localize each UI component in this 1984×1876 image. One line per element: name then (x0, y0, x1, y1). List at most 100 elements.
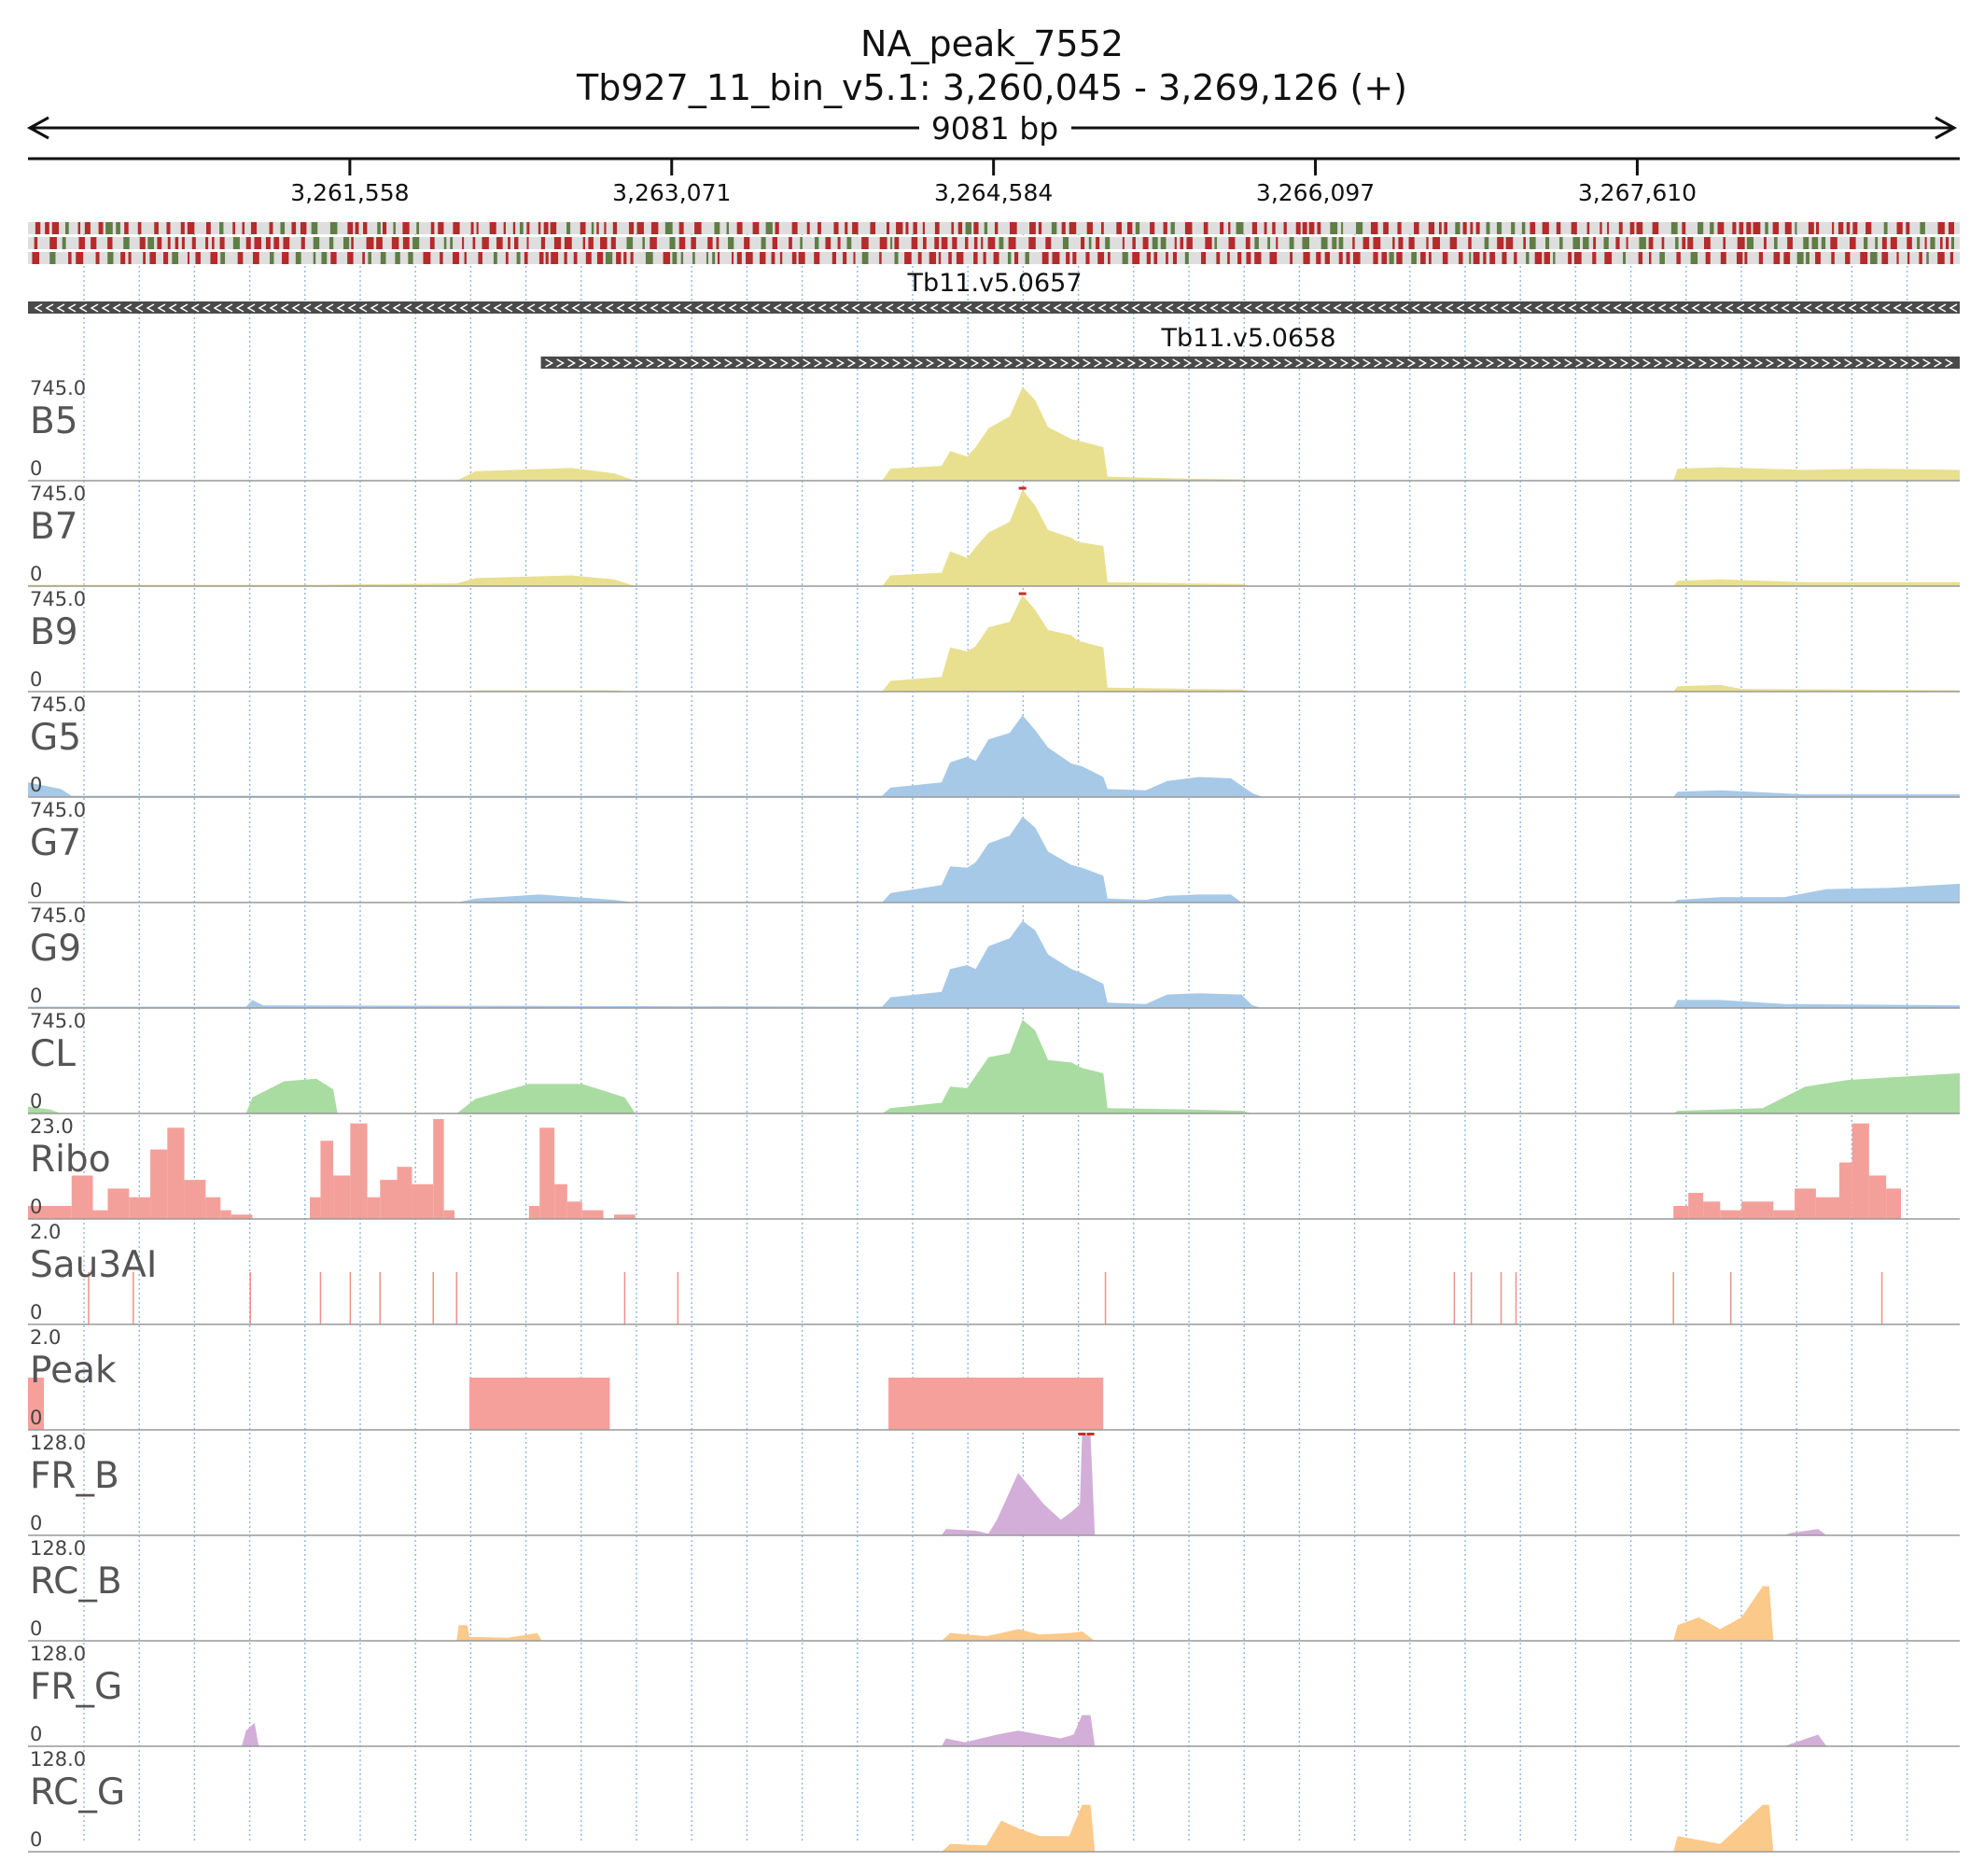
sequence-mark (1186, 237, 1193, 249)
gene-strand-chevron (1344, 303, 1353, 313)
gene-strand-chevron (907, 303, 916, 313)
sequence-mark (994, 222, 999, 234)
gene-strand-chevron (1400, 303, 1409, 313)
sequence-mark (917, 252, 922, 264)
gene-strand-chevron (1523, 303, 1532, 313)
gene-strand-chevron (504, 303, 513, 313)
track-bar (320, 1141, 334, 1219)
sequence-mark (1085, 252, 1090, 264)
sequence-mark (219, 222, 224, 234)
sequence-mark (524, 252, 528, 264)
sequence-mark (650, 222, 659, 234)
gene-strand-chevron (1822, 358, 1831, 368)
gene-strand-chevron (885, 303, 894, 313)
sequence-mark (282, 252, 289, 264)
gene-strand-chevron (556, 358, 566, 368)
gene-strand-chevron (1792, 303, 1801, 313)
track-g7: 745.0 0 G7 (28, 799, 1960, 903)
gene-strand-chevron (638, 303, 648, 313)
sequence-mark (1852, 222, 1858, 234)
sequence-mark (1705, 252, 1711, 264)
gene-strand-chevron (1687, 358, 1697, 368)
peak-region (28, 1378, 45, 1430)
gene-strand-chevron (1579, 303, 1588, 313)
track-ymax-label: 2.0 (30, 1326, 61, 1349)
sequence-mark (1571, 222, 1577, 234)
sequence-mark (1649, 252, 1652, 264)
gene-strand-chevron (515, 303, 524, 313)
gene-strand-chevron (870, 358, 879, 368)
sequence-mark (1746, 237, 1754, 249)
sequence-mark (157, 237, 162, 249)
sequence-mark (526, 237, 529, 249)
sequence-mark (1069, 222, 1077, 234)
gene-strand-chevron (1265, 303, 1275, 313)
gene-strand-chevron (202, 303, 211, 313)
gene-strand-chevron (190, 303, 200, 313)
sequence-mark (1784, 222, 1792, 234)
gene-strand-chevron (1646, 303, 1656, 313)
sequence-mark (45, 222, 49, 234)
gene-strand-chevron (948, 358, 957, 368)
track-name: Peak (30, 1350, 117, 1392)
sequence-mark (879, 252, 882, 264)
gene-strand-chevron (985, 303, 995, 313)
sequence-mark (760, 252, 766, 264)
span-ruler: 9081 bp (26, 110, 1958, 147)
gene-strand-chevron (1665, 358, 1674, 368)
sequence-mark (1639, 237, 1646, 249)
track-bar (167, 1127, 185, 1219)
sequence-mark (1937, 252, 1945, 264)
gene-strand-chevron (873, 303, 883, 313)
gene-strand-chevron (1698, 358, 1708, 368)
gene-strand-chevron (1642, 358, 1652, 368)
gene-strand-chevron (1153, 303, 1163, 313)
sequence-mark (1346, 252, 1350, 264)
gene-strand-chevron (1949, 303, 1958, 313)
track-fr_g: 128.0 0 FR_G (28, 1643, 1960, 1747)
track-bar (220, 1210, 231, 1219)
gene-strand-chevron (1142, 303, 1152, 313)
sequence-mark (1373, 252, 1378, 264)
gene-strand-chevron (1165, 303, 1174, 313)
sequence-mark (1559, 237, 1563, 249)
sequence-mark (1251, 222, 1258, 234)
sequence-mark (798, 252, 805, 264)
gene-strand-chevron (1463, 358, 1473, 368)
sequence-mark (1486, 222, 1490, 234)
gene-track: Tb11.v5.0657 Tb11.v5.0658 (28, 269, 1960, 369)
gene-strand-chevron (1445, 303, 1454, 313)
sequence-mark (952, 237, 957, 249)
sequence-mark (983, 252, 986, 264)
sequence-mark (1592, 252, 1597, 264)
gene-strand-chevron (941, 303, 950, 313)
sequence-mark (1860, 252, 1868, 264)
gene-strand-chevron (795, 303, 804, 313)
sequence-mark (1220, 222, 1224, 234)
track-bar (1703, 1201, 1721, 1219)
sequence-mark (1174, 237, 1177, 249)
sequence-mark (904, 252, 912, 264)
sequence-mark (51, 222, 60, 234)
sequence-mark (187, 222, 195, 234)
sequence-mark (1289, 237, 1294, 249)
sequence-mark (1723, 237, 1726, 249)
sequence-mark (692, 252, 695, 264)
sequence-mark (1052, 252, 1060, 264)
sequence-mark (1638, 252, 1643, 264)
sequence-mark (973, 237, 978, 249)
sequence-mark (1837, 222, 1844, 234)
gene-strand-chevron (1866, 358, 1876, 368)
gene-strand-chevron (1407, 358, 1417, 368)
sequence-mark (503, 222, 506, 234)
gene-strand-chevron (1422, 303, 1432, 313)
gene-strand-chevron (769, 358, 778, 368)
track-ymin-label: 0 (30, 1512, 42, 1534)
clip-marker (1086, 1433, 1095, 1435)
sequence-mark (1773, 252, 1781, 264)
sequence-mark (1228, 222, 1231, 234)
gene-strand-chevron (679, 358, 689, 368)
sequence-mark (678, 222, 684, 234)
gene-strand-chevron (903, 358, 913, 368)
sequence-mark (1682, 237, 1686, 249)
